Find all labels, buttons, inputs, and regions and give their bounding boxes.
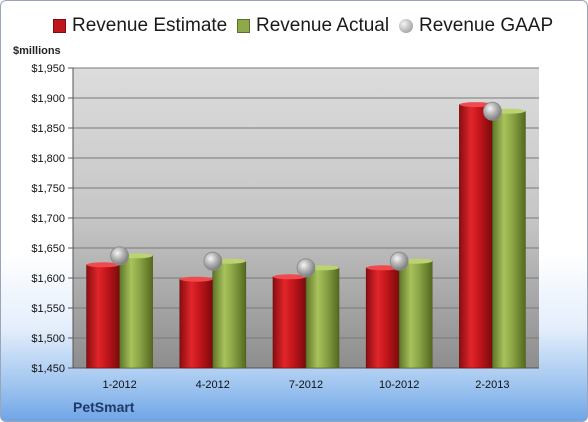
bar-revenue-estimate xyxy=(272,276,307,369)
y-tick-label: $1,650 xyxy=(31,243,65,255)
bar-revenue-estimate xyxy=(459,104,493,369)
legend-item-revenue-estimate: Revenue Estimate xyxy=(53,15,227,37)
x-tick-label: 10-2012 xyxy=(379,379,419,391)
y-tick-label: $1,900 xyxy=(31,93,65,105)
bar-revenue-estimate xyxy=(365,267,400,369)
y-tick-label: $1,450 xyxy=(31,363,65,375)
y-axis-unit-label: $millions xyxy=(13,45,61,57)
legend: Revenue Estimate Revenue Actual Revenue … xyxy=(1,15,587,43)
bar-revenue-actual xyxy=(212,260,247,369)
bar-revenue-actual xyxy=(119,255,153,369)
y-tick-label: $1,600 xyxy=(31,273,65,285)
company-name: PetSmart xyxy=(73,399,135,415)
y-tick-label: $1,550 xyxy=(31,303,65,315)
legend-swatch-actual xyxy=(237,19,250,33)
y-tick-label: $1,700 xyxy=(31,213,65,225)
bar-cap-revenue-estimate xyxy=(459,102,493,108)
legend-label-gaap: Revenue GAAP xyxy=(419,15,554,36)
bar-revenue-estimate xyxy=(86,264,120,369)
marker-revenue-gaap xyxy=(482,101,502,121)
legend-item-revenue-actual: Revenue Actual xyxy=(237,15,389,37)
bar-cap-revenue-estimate xyxy=(179,276,213,282)
bar-cap-revenue-estimate xyxy=(273,274,306,280)
marker-revenue-gaap xyxy=(296,258,316,278)
y-tick-label: $1,850 xyxy=(31,123,65,135)
marker-revenue-gaap xyxy=(203,251,223,271)
legend-swatch-estimate xyxy=(53,19,66,33)
legend-item-revenue-gaap: Revenue GAAP xyxy=(399,15,553,37)
y-tick-label: $1,500 xyxy=(31,333,65,345)
bar-revenue-actual xyxy=(492,110,526,369)
bar-revenue-actual xyxy=(398,260,433,369)
marker-revenue-gaap xyxy=(110,246,129,266)
legend-marker-gaap xyxy=(399,19,413,33)
bar-cap-revenue-estimate xyxy=(366,265,400,271)
bar-revenue-estimate xyxy=(179,278,214,369)
bar-cap-revenue-estimate xyxy=(86,262,120,268)
y-tick-label: $1,800 xyxy=(31,153,65,165)
x-tick-label: 4-2012 xyxy=(196,379,230,391)
x-tick-label: 7-2012 xyxy=(289,379,323,391)
x-tick-label: 2-2013 xyxy=(475,379,509,391)
x-tick-label: 1-2012 xyxy=(102,379,136,391)
marker-revenue-gaap xyxy=(389,251,409,271)
legend-label-actual: Revenue Actual xyxy=(256,15,390,36)
y-tick-label: $1,950 xyxy=(31,63,65,75)
legend-label-estimate: Revenue Estimate xyxy=(72,15,228,36)
y-tick-label: $1,750 xyxy=(31,183,65,195)
bar-revenue-actual xyxy=(305,267,340,369)
